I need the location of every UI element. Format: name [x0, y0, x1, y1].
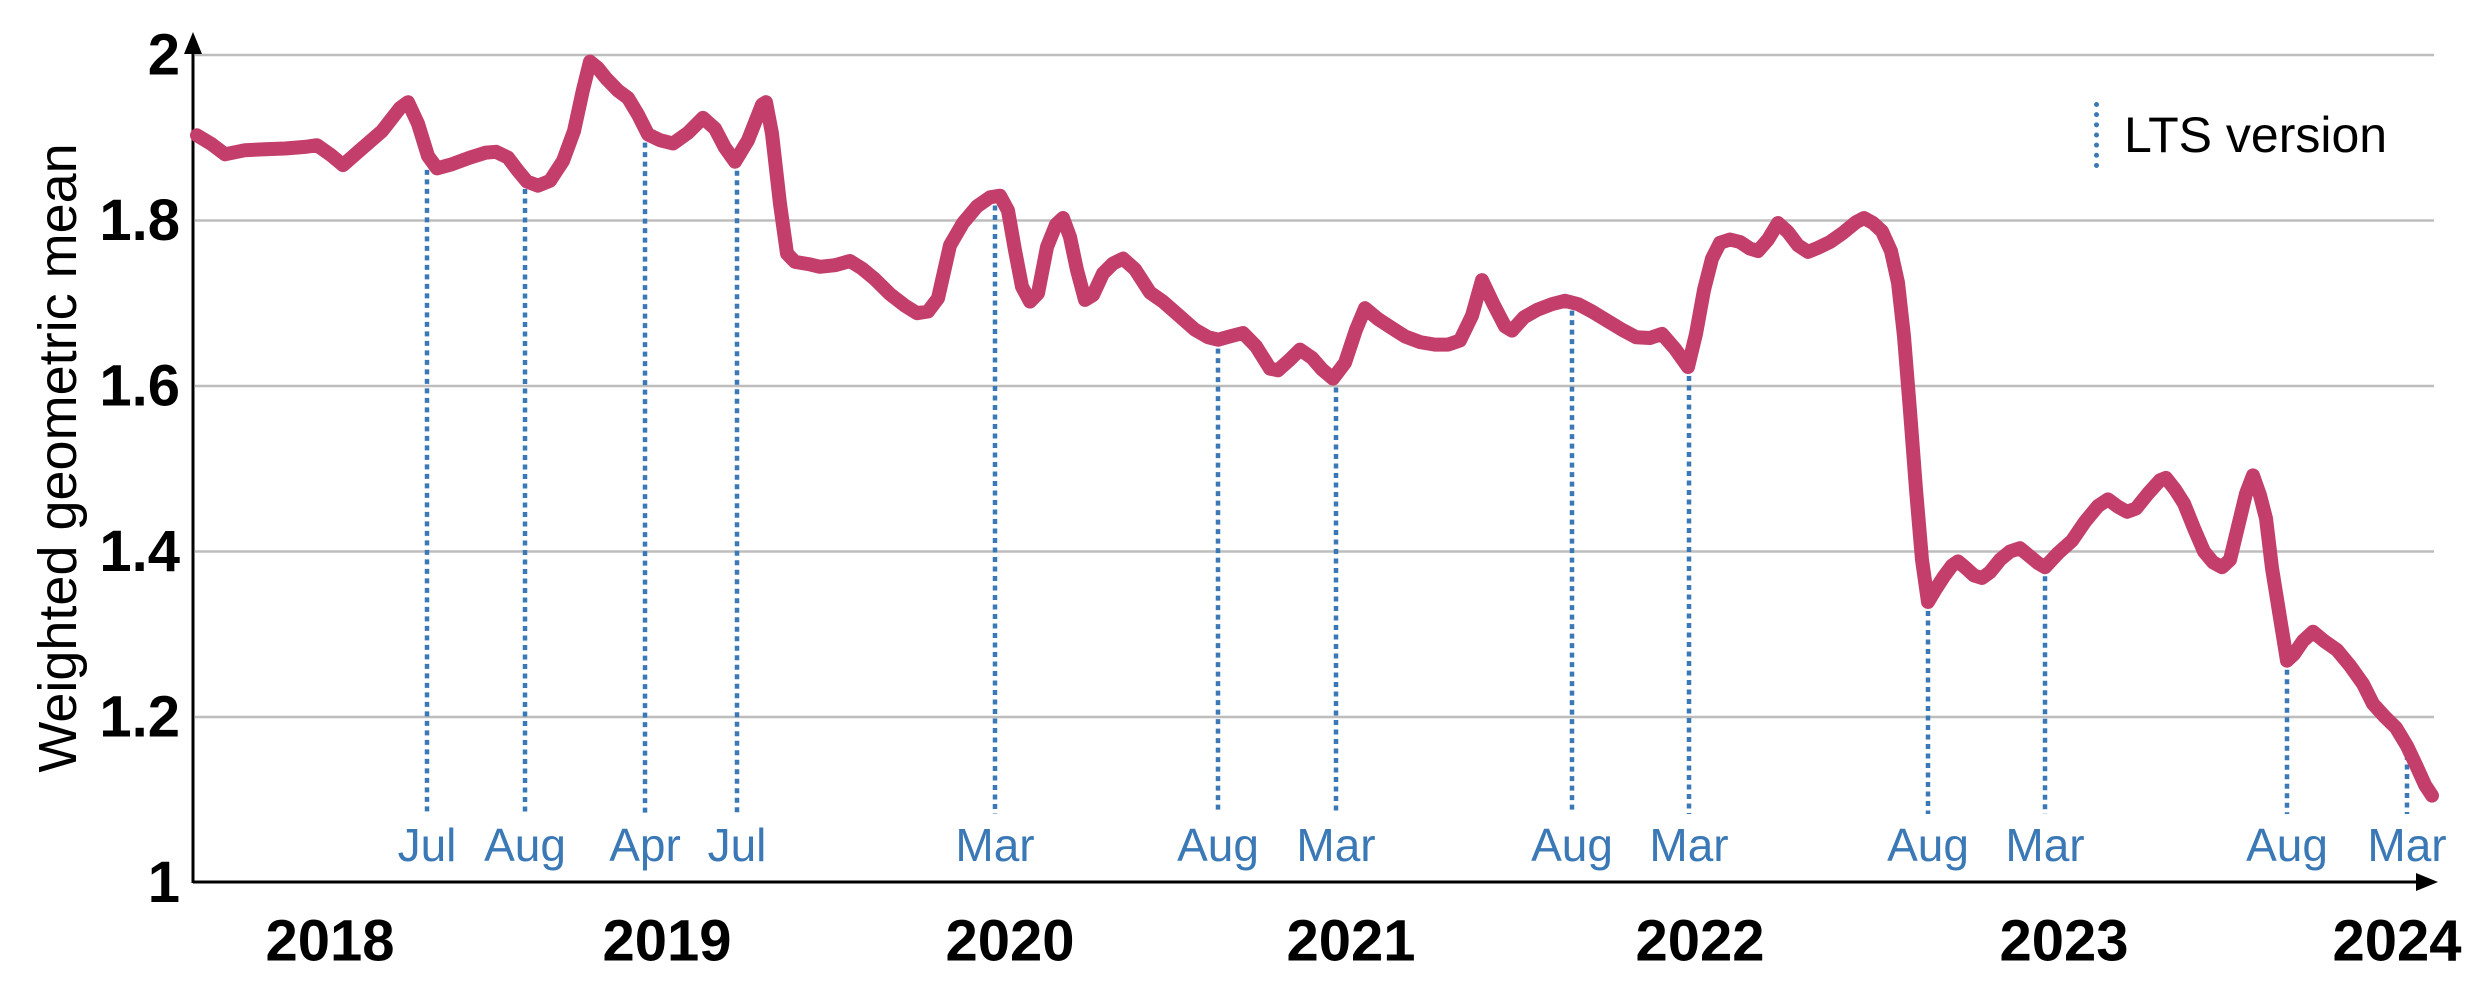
lts-marker-month-label: Jul [708, 819, 767, 871]
y-axis-arrowhead [184, 32, 202, 54]
legend-label: LTS version [2124, 107, 2388, 163]
series-line-weighted-geometric-mean [190, 54, 2439, 803]
x-year-label: 2019 [602, 909, 731, 974]
x-year-label: 2021 [1286, 909, 1415, 974]
lts-marker-month-label: Mar [1649, 819, 1728, 871]
x-year-label: 2022 [1635, 909, 1764, 974]
lts-marker-month-label: Mar [2005, 819, 2084, 871]
x-year-label: 2024 [2332, 909, 2461, 974]
y-tick-label: 1.6 [99, 354, 180, 419]
y-tick-label: 1 [148, 850, 180, 915]
lts-dotted-line-icon [2094, 102, 2099, 168]
lts-marker-month-label: Aug [1887, 819, 1969, 871]
lts-marker-month-label: Aug [484, 819, 566, 871]
lts-marker-month-label: Jul [398, 819, 457, 871]
y-tick-label: 1.4 [99, 519, 180, 584]
lts-marker-month-label: Aug [1177, 819, 1259, 871]
x-axis-arrowhead [2416, 873, 2438, 891]
y-tick-label: 1.2 [99, 685, 180, 750]
lts-marker-month-label: Mar [1296, 819, 1375, 871]
lts-marker-month-label: Aug [2246, 819, 2328, 871]
x-year-label: 2023 [1999, 909, 2128, 974]
y-tick-label: 1.8 [99, 188, 180, 253]
y-axis-title: Weighted geometric mean [28, 143, 88, 773]
lts-marker-month-label: Aug [1531, 819, 1613, 871]
x-year-label: 2018 [265, 909, 394, 974]
x-year-label: 2020 [945, 909, 1074, 974]
lts-marker-month-label: Apr [609, 819, 681, 871]
lts-marker-month-label: Mar [955, 819, 1034, 871]
legend: LTS version [2094, 102, 2387, 168]
y-tick-label: 2 [148, 23, 180, 88]
lts-marker-month-label: Mar [2367, 819, 2446, 871]
